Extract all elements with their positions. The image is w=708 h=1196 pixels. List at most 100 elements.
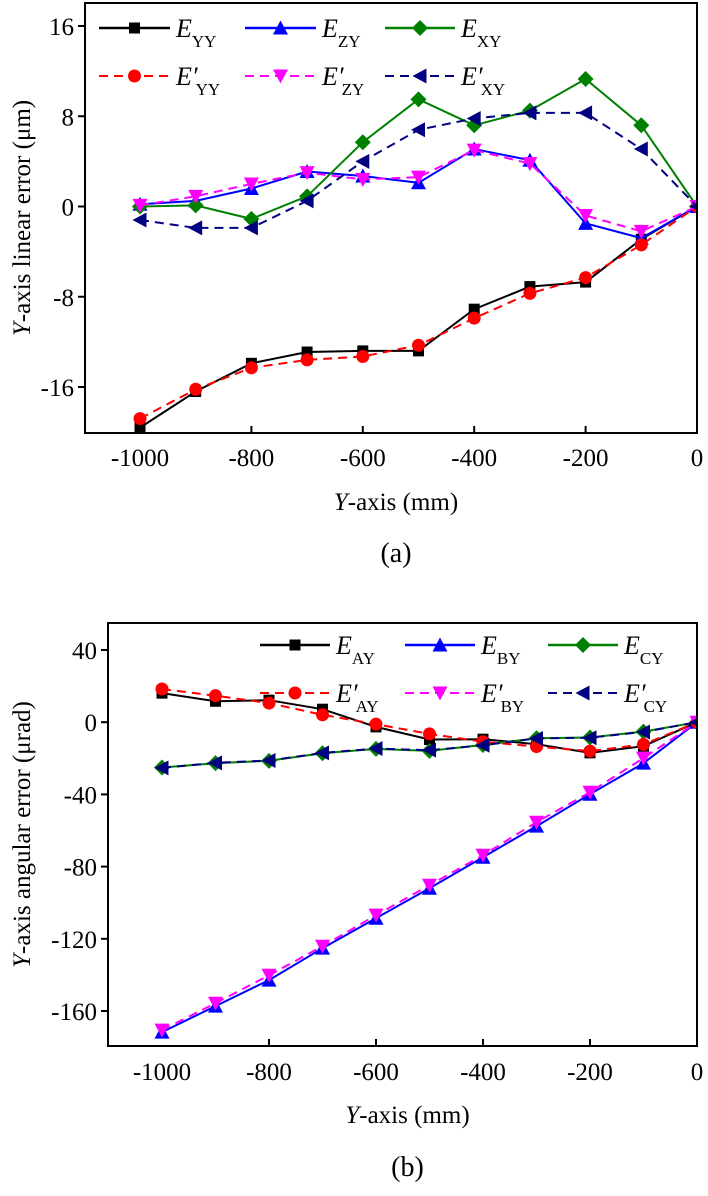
- legend-label: EAY: [335, 631, 375, 668]
- legend-item: E′ZY: [245, 62, 364, 99]
- legend-marker: [412, 20, 428, 36]
- y-tick-label: -8: [53, 285, 74, 312]
- data-point: [132, 198, 148, 213]
- legend-item: EBY: [405, 631, 521, 668]
- legend-label-sub: XY: [477, 32, 502, 51]
- y-tick-label: -80: [64, 855, 97, 882]
- data-point: [133, 412, 147, 426]
- data-point: [369, 717, 383, 731]
- data-point: [209, 689, 222, 703]
- data-point: [243, 220, 258, 236]
- series-e_by: [154, 714, 697, 1039]
- x-tick-label: -200: [563, 445, 609, 472]
- data-point: [262, 696, 276, 710]
- data-point: [524, 281, 536, 293]
- legend-item: E′BY: [405, 679, 524, 716]
- data-point: [578, 105, 593, 121]
- data-point: [355, 172, 371, 187]
- x-tick-label: 0: [691, 445, 704, 472]
- chart-b: 40 0 -40 -80 -120 -160 -1000 -800 -600 -400 -200 0 E…: [9, 622, 703, 1183]
- data-point: [636, 724, 650, 740]
- legend-label: EBY: [480, 631, 521, 668]
- data-point: [422, 878, 437, 893]
- data-point: [633, 117, 650, 134]
- data-point: [301, 346, 313, 358]
- x-axis-title: Y-axis (mm): [345, 1102, 469, 1129]
- legend-marker: [273, 20, 288, 35]
- legend-item: E′AY: [260, 679, 379, 716]
- legend-marker: [575, 637, 591, 653]
- data-point: [423, 727, 436, 741]
- data-point: [412, 338, 425, 352]
- data-point: [529, 815, 544, 830]
- legend-label-sub: CY: [640, 649, 664, 668]
- plot-frame: [107, 622, 698, 1047]
- data-point: [155, 682, 169, 696]
- legend-label-sub: YY: [196, 80, 221, 99]
- legend-label-main: E′: [335, 679, 358, 708]
- legend-label-sub: AY: [352, 649, 375, 668]
- data-point: [315, 745, 329, 761]
- data-point: [261, 968, 277, 983]
- legend-label-main: E′: [175, 62, 198, 91]
- series-line: [139, 149, 697, 233]
- legend-label: E′CY: [623, 679, 667, 716]
- legend-label-sub: AY: [356, 697, 379, 716]
- legend-marker: [289, 639, 301, 651]
- legend-label: E′AY: [335, 679, 379, 716]
- data-point: [522, 157, 538, 172]
- legend-marker: [575, 685, 590, 701]
- x-axis-title-italic: Y: [345, 1102, 362, 1129]
- series-eprime-_by: [154, 715, 697, 1038]
- legend-label: ECY: [623, 631, 664, 668]
- data-point: [299, 166, 315, 181]
- plot-frame: [84, 2, 698, 434]
- y-tick-label: 0: [85, 710, 98, 737]
- data-point: [578, 209, 594, 224]
- legend-label: E′ZY: [321, 62, 364, 99]
- legend-marker: [288, 686, 302, 700]
- data-point: [422, 742, 436, 758]
- data-point: [523, 286, 537, 300]
- legend-marker: [432, 637, 448, 652]
- data-point: [634, 238, 648, 252]
- series-e_yy: [134, 201, 697, 433]
- legend-marker: [129, 22, 140, 34]
- legend-label-sub: BY: [501, 697, 525, 716]
- data-point: [132, 212, 147, 228]
- legend-marker: [128, 69, 141, 83]
- data-point: [187, 197, 204, 214]
- legend-label: EZY: [321, 14, 361, 51]
- data-point: [299, 193, 314, 209]
- data-point: [466, 143, 482, 158]
- legend-marker: [432, 686, 448, 701]
- data-point: [582, 785, 598, 800]
- legend-label-main: E′: [480, 679, 503, 708]
- series-e_cy: [154, 714, 697, 776]
- x-tick-label: -1000: [111, 445, 169, 472]
- legend-label-main: E: [175, 14, 192, 43]
- x-tick-label: -200: [567, 1059, 613, 1086]
- data-point: [315, 939, 330, 954]
- data-point: [475, 737, 490, 753]
- series-e_zy: [132, 141, 697, 245]
- y-axis-title-italic: Y: [9, 951, 36, 968]
- legend-marker: [273, 69, 288, 84]
- data-point: [261, 752, 276, 768]
- y-tick-label: -160: [51, 999, 97, 1026]
- data-point: [577, 71, 594, 88]
- data-point: [633, 224, 649, 239]
- legend-label-main: E: [335, 631, 352, 660]
- legend-label-main: E′: [321, 62, 344, 91]
- series-line: [161, 721, 697, 1031]
- plot-area: [132, 71, 697, 433]
- data-point: [243, 177, 259, 192]
- series-eprime-_yy: [133, 200, 697, 426]
- data-point: [410, 91, 427, 108]
- data-point: [208, 996, 223, 1011]
- x-tick-label: -800: [246, 1059, 292, 1086]
- legend-marker: [412, 68, 427, 84]
- legend-label-sub: ZY: [338, 32, 361, 51]
- legend-item: EXY: [385, 14, 501, 51]
